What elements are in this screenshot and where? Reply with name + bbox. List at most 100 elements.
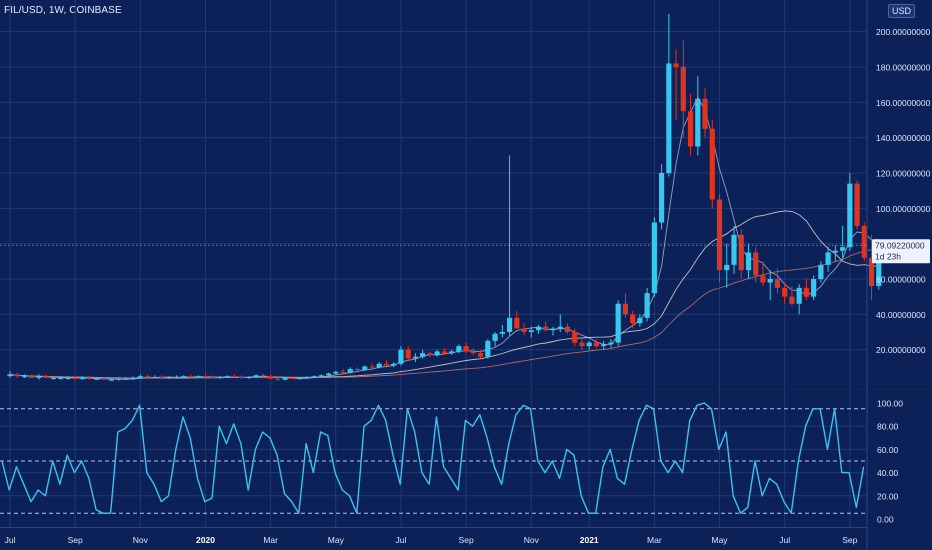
oscillator-tick-label: 40.00	[877, 468, 899, 478]
candle-body	[14, 374, 20, 377]
candle-body	[36, 376, 42, 378]
candle-body	[702, 98, 708, 129]
candle-body	[65, 377, 71, 379]
candle	[659, 164, 665, 230]
candle-body	[94, 378, 100, 380]
candle	[441, 347, 447, 355]
candle-body	[463, 346, 469, 352]
candle-body	[181, 376, 187, 378]
candle-body	[362, 366, 368, 370]
candle-body	[239, 377, 245, 379]
candle-body	[782, 287, 788, 297]
candle	[868, 234, 875, 301]
time-tick-label: Mar	[263, 535, 278, 545]
candle-body	[572, 332, 578, 343]
candle	[789, 286, 795, 306]
candle-body	[593, 342, 600, 347]
candle	[354, 367, 361, 371]
candle-body	[673, 63, 679, 67]
candle	[231, 374, 238, 378]
candle	[745, 243, 752, 279]
candle	[716, 194, 723, 283]
time-tick-label: 2021	[580, 535, 599, 545]
candle	[195, 375, 201, 378]
candle-body	[137, 376, 143, 378]
oscillator-tick-label: 0.00	[877, 515, 894, 525]
candle	[210, 375, 216, 379]
candle-body	[210, 377, 216, 379]
time-tick-label: May	[328, 535, 345, 545]
candle	[65, 376, 71, 380]
time-tick-label: Jul	[396, 535, 407, 545]
candle	[29, 374, 35, 378]
candle	[528, 326, 534, 338]
currency-label[interactable]: USD	[888, 4, 916, 18]
candle	[478, 349, 484, 359]
candle	[383, 360, 390, 366]
candle-body	[7, 374, 13, 377]
candle	[615, 300, 621, 347]
candle	[456, 344, 462, 354]
candle-body	[29, 376, 35, 378]
candle-body	[108, 379, 114, 381]
candle-body	[745, 252, 752, 271]
candle	[325, 372, 332, 377]
time-tick-label: Sep	[68, 535, 83, 545]
candle-body	[825, 252, 831, 265]
candle	[492, 332, 498, 347]
candle-body	[868, 257, 875, 287]
candle-body	[709, 128, 715, 200]
candle	[123, 377, 129, 380]
candle-body	[195, 376, 201, 378]
candle-body	[159, 377, 165, 379]
candle-body	[123, 378, 129, 380]
candle	[391, 362, 397, 368]
candle-body	[789, 296, 795, 304]
candle	[753, 247, 759, 283]
candle-body	[876, 245, 882, 287]
candle-body	[289, 377, 295, 379]
candle-body	[282, 377, 288, 380]
candle	[666, 14, 672, 177]
candle-body	[340, 371, 346, 373]
candle	[217, 376, 223, 379]
candle	[738, 229, 744, 279]
candle	[434, 349, 440, 357]
candle	[318, 374, 324, 378]
price-tick-label: 100.00000000	[876, 204, 931, 214]
candle	[861, 222, 867, 262]
header-separator: ,	[43, 5, 49, 16]
candle	[130, 376, 136, 380]
candle	[21, 374, 28, 378]
candle	[586, 340, 592, 350]
candle-body	[557, 326, 563, 329]
candle-body	[492, 333, 498, 341]
candle	[188, 374, 194, 378]
candle	[774, 268, 781, 294]
candle-body	[818, 264, 824, 279]
symbol-label[interactable]: FIL/USD	[4, 5, 44, 16]
candle	[709, 120, 715, 209]
candle	[268, 374, 274, 379]
candle	[506, 155, 513, 336]
candle-body	[637, 317, 643, 324]
candle	[767, 270, 773, 301]
candle-body	[441, 351, 447, 354]
candle-body	[832, 250, 838, 253]
grid-lines	[0, 0, 932, 527]
candle	[7, 370, 13, 378]
candle-body	[383, 363, 390, 366]
candle	[637, 314, 643, 327]
candle-body	[253, 375, 259, 378]
candle	[847, 173, 853, 251]
candle-body	[58, 377, 64, 379]
candle-body	[811, 279, 817, 297]
candle	[297, 377, 303, 380]
candle	[499, 324, 505, 338]
candle	[854, 180, 860, 230]
oscillator-tick-label: 20.00	[877, 491, 899, 501]
interval-label[interactable]: 1W	[48, 5, 64, 16]
header-separator: ,	[63, 5, 70, 16]
candle-body	[579, 342, 585, 347]
